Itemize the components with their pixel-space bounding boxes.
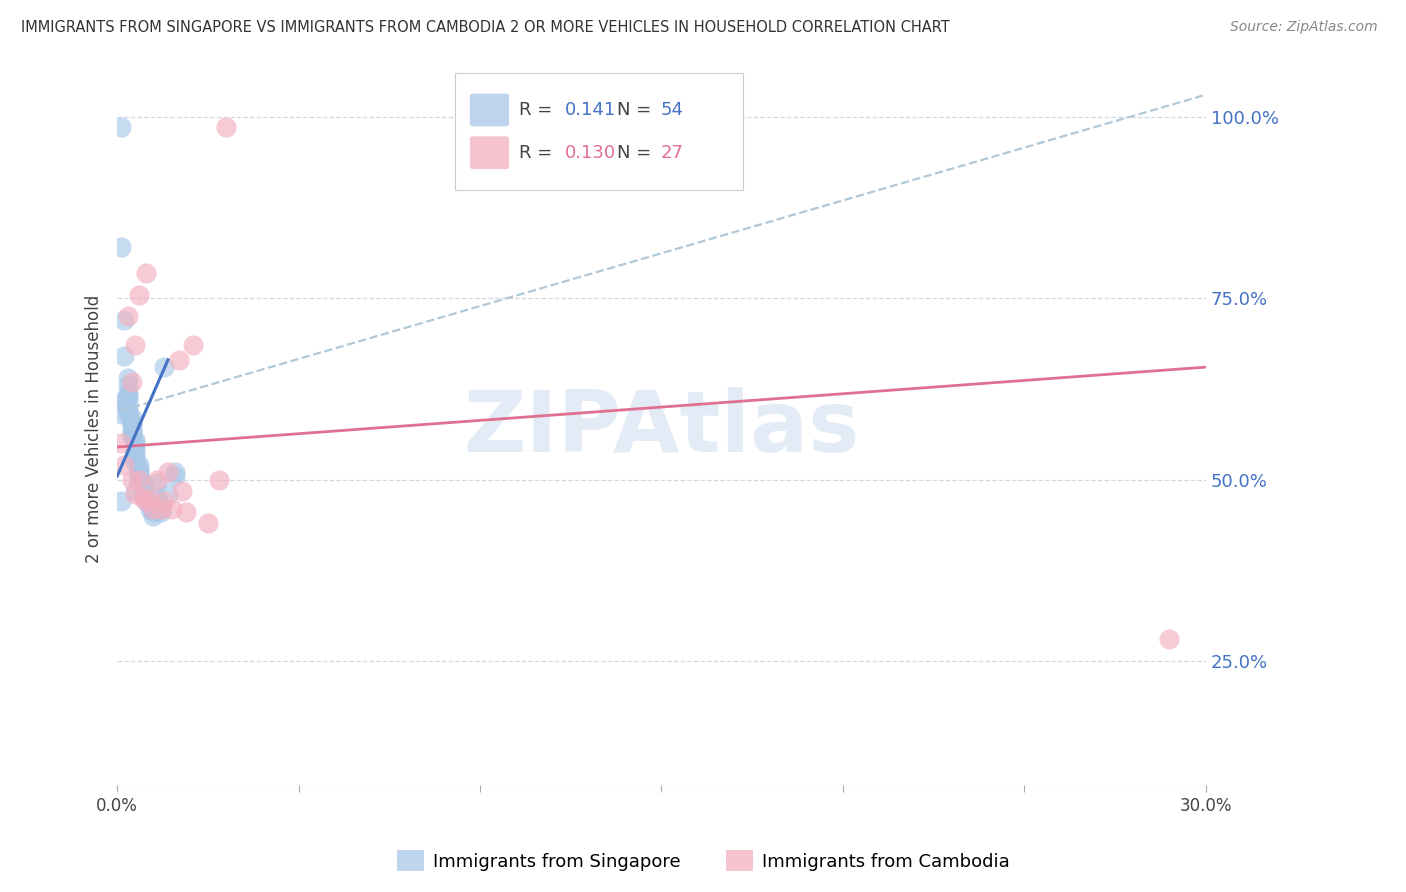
Point [124,483,146,498]
Point [165,469,187,483]
Point [110,494,132,508]
Point [146,476,169,491]
Point [153,494,176,508]
Point [117,385,139,400]
Point [153,360,176,375]
Point [142,505,165,519]
Point [124,487,146,501]
Point [135,494,157,508]
FancyBboxPatch shape [470,136,509,169]
Point [117,408,139,422]
Point [142,501,165,516]
Point [124,447,146,461]
Point [128,458,150,473]
Point [131,487,153,501]
Point [142,509,165,524]
Point [149,501,172,516]
Point [149,505,172,519]
Point [172,483,194,498]
Point [110,120,132,135]
Point [135,491,157,505]
Text: Source: ZipAtlas.com: Source: ZipAtlas.com [1230,20,1378,34]
Point [128,473,150,487]
Point [167,352,190,367]
Point [124,338,146,352]
Point [146,473,169,487]
Point [114,313,136,327]
Text: 27: 27 [661,144,683,161]
Point [121,375,143,389]
FancyBboxPatch shape [470,94,509,127]
Text: 54: 54 [661,101,683,119]
Text: N =: N = [617,101,657,119]
Point [124,433,146,447]
Point [114,458,136,473]
Point [121,411,143,425]
Point [121,473,143,487]
Legend: Immigrants from Singapore, Immigrants from Cambodia: Immigrants from Singapore, Immigrants fr… [389,843,1017,879]
Point [110,408,132,422]
Point [149,501,172,516]
Point [110,240,132,254]
Point [124,454,146,468]
Point [117,310,139,324]
Point [114,392,136,407]
Y-axis label: 2 or more Vehicles in Household: 2 or more Vehicles in Household [86,294,103,563]
Point [156,466,179,480]
Text: N =: N = [617,144,657,161]
Point [131,491,153,505]
Point [121,429,143,443]
Point [117,378,139,392]
Point [121,418,143,433]
Point [121,422,143,436]
Point [174,505,197,519]
Point [114,349,136,363]
Point [117,389,139,403]
Point [131,476,153,491]
Text: R =: R = [519,101,558,119]
Point [1159,632,1181,647]
Point [183,338,205,352]
Point [124,443,146,458]
Point [156,487,179,501]
Point [114,396,136,410]
Text: ZIPAtlas: ZIPAtlas [463,387,859,470]
Point [215,120,238,135]
Point [124,450,146,465]
Point [121,415,143,429]
Point [146,491,169,505]
Point [124,440,146,454]
Text: R =: R = [519,144,558,161]
Text: IMMIGRANTS FROM SINGAPORE VS IMMIGRANTS FROM CAMBODIA 2 OR MORE VEHICLES IN HOUS: IMMIGRANTS FROM SINGAPORE VS IMMIGRANTS … [21,20,950,35]
Point [160,501,183,516]
Point [128,469,150,483]
Point [124,436,146,450]
Point [135,494,157,508]
Point [131,480,153,494]
Point [117,403,139,417]
Point [117,400,139,414]
Text: 0.130: 0.130 [565,144,616,161]
Text: 0.141: 0.141 [565,101,616,119]
Point [139,491,162,505]
Point [135,266,157,280]
Point [128,466,150,480]
Point [128,473,150,487]
Point [110,436,132,450]
Point [117,392,139,407]
Point [139,498,162,512]
Point [121,429,143,443]
FancyBboxPatch shape [454,73,742,190]
Point [165,466,187,480]
Point [128,287,150,301]
Point [139,501,162,516]
Point [128,462,150,476]
Point [197,516,219,531]
Point [121,425,143,440]
Point [117,371,139,385]
Point [208,473,231,487]
Point [131,483,153,498]
